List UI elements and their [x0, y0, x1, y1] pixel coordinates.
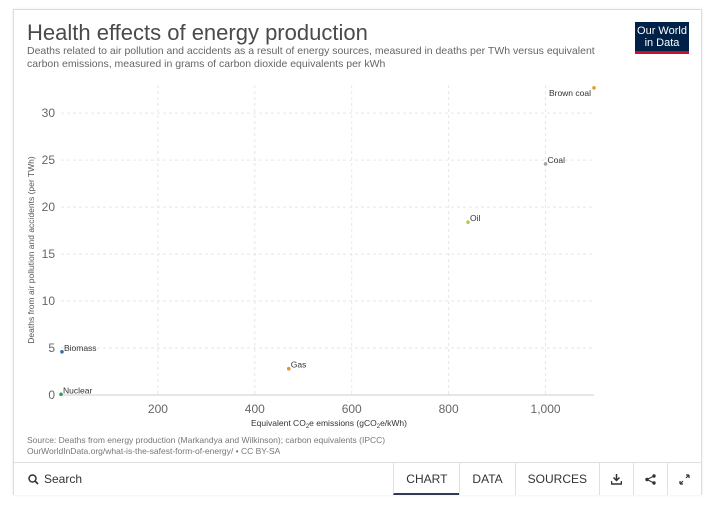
point-label: Brown coal	[549, 88, 591, 98]
grid-lines	[61, 85, 594, 396]
data-points: Brown coal Coal Oil Biomass Gas Nuclear	[59, 86, 596, 397]
point-gas[interactable]	[286, 366, 291, 371]
search-button[interactable]: Search	[28, 472, 82, 486]
expand-icon	[679, 473, 690, 485]
x-tick-labels: 200 400 600 800 1,000	[148, 402, 561, 416]
download-button[interactable]	[599, 463, 633, 495]
point-brown-coal[interactable]	[592, 86, 596, 90]
download-icon	[611, 473, 622, 485]
x-label-part-3: e/kWh)	[380, 418, 407, 428]
logo-line-1: Our World	[637, 25, 687, 37]
y-tick-label: 0	[48, 388, 55, 402]
x-label-sub-2: 2	[377, 424, 381, 430]
footer-controls: Search CHART DATA SOURCES	[14, 462, 701, 495]
share-button[interactable]	[633, 463, 667, 495]
x-tick-label: 400	[245, 402, 265, 416]
y-axis-label: Deaths from air pollution and accidents …	[26, 156, 36, 344]
y-tick-label: 15	[42, 247, 56, 261]
tab-data[interactable]: DATA	[459, 463, 514, 495]
x-label-sub-1: 2	[306, 424, 310, 430]
logo-line-2: in Data	[644, 37, 680, 49]
search-label: Search	[44, 472, 83, 486]
point-nuclear[interactable]	[59, 392, 63, 397]
share-icon	[645, 473, 656, 485]
point-label: Coal	[548, 155, 566, 165]
point-oil[interactable]	[466, 220, 470, 224]
x-label-part-2: e emissions (gCO	[309, 418, 377, 428]
logo-accent-bar	[635, 51, 689, 54]
search-icon	[28, 473, 39, 485]
y-tick-label: 25	[42, 153, 56, 167]
x-tick-label: 1,000	[531, 402, 561, 416]
expand-button[interactable]	[667, 463, 701, 495]
x-label-part-1: Equivalent CO	[251, 418, 306, 428]
point-coal[interactable]	[543, 162, 548, 166]
chart-subtitle: Deaths related to air pollution and acci…	[27, 45, 595, 70]
y-tick-label: 20	[42, 200, 56, 214]
point-label: Gas	[291, 360, 307, 370]
y-tick-label: 30	[42, 106, 56, 120]
footer-tabs: CHART DATA SOURCES	[393, 463, 701, 495]
source-line-1: Source: Deaths from energy production (M…	[27, 435, 386, 445]
scatter-chart: 0 5 10 15 20 25 30 200 400 600 800 1,000 Brown coa…	[26, 85, 596, 430]
x-tick-label: 200	[148, 402, 168, 416]
source-line-2[interactable]: OurWorldInData.org/what-is-the-safest-fo…	[27, 446, 281, 456]
y-tick-labels: 0 5 10 15 20 25 30	[42, 106, 56, 402]
point-biomass[interactable]	[60, 349, 64, 354]
point-label: Oil	[470, 213, 481, 223]
x-axis-label: Equivalent CO2e emissions (gCO2e/kWh)	[251, 418, 407, 430]
tab-chart[interactable]: CHART	[393, 463, 460, 495]
point-label: Biomass	[64, 343, 97, 353]
chart-title: Health effects of energy production	[27, 20, 368, 45]
x-tick-label: 600	[342, 402, 362, 416]
y-tick-label: 5	[48, 341, 55, 355]
x-tick-label: 800	[439, 402, 459, 416]
point-label: Nuclear	[63, 385, 92, 395]
chart-card: Health effects of energy production Deat…	[13, 9, 702, 495]
y-tick-label: 10	[42, 294, 56, 308]
tab-sources[interactable]: SOURCES	[514, 463, 599, 495]
owid-logo[interactable]: Our World in Data	[635, 22, 689, 54]
source-note: Source: Deaths from energy production (M…	[27, 435, 627, 457]
